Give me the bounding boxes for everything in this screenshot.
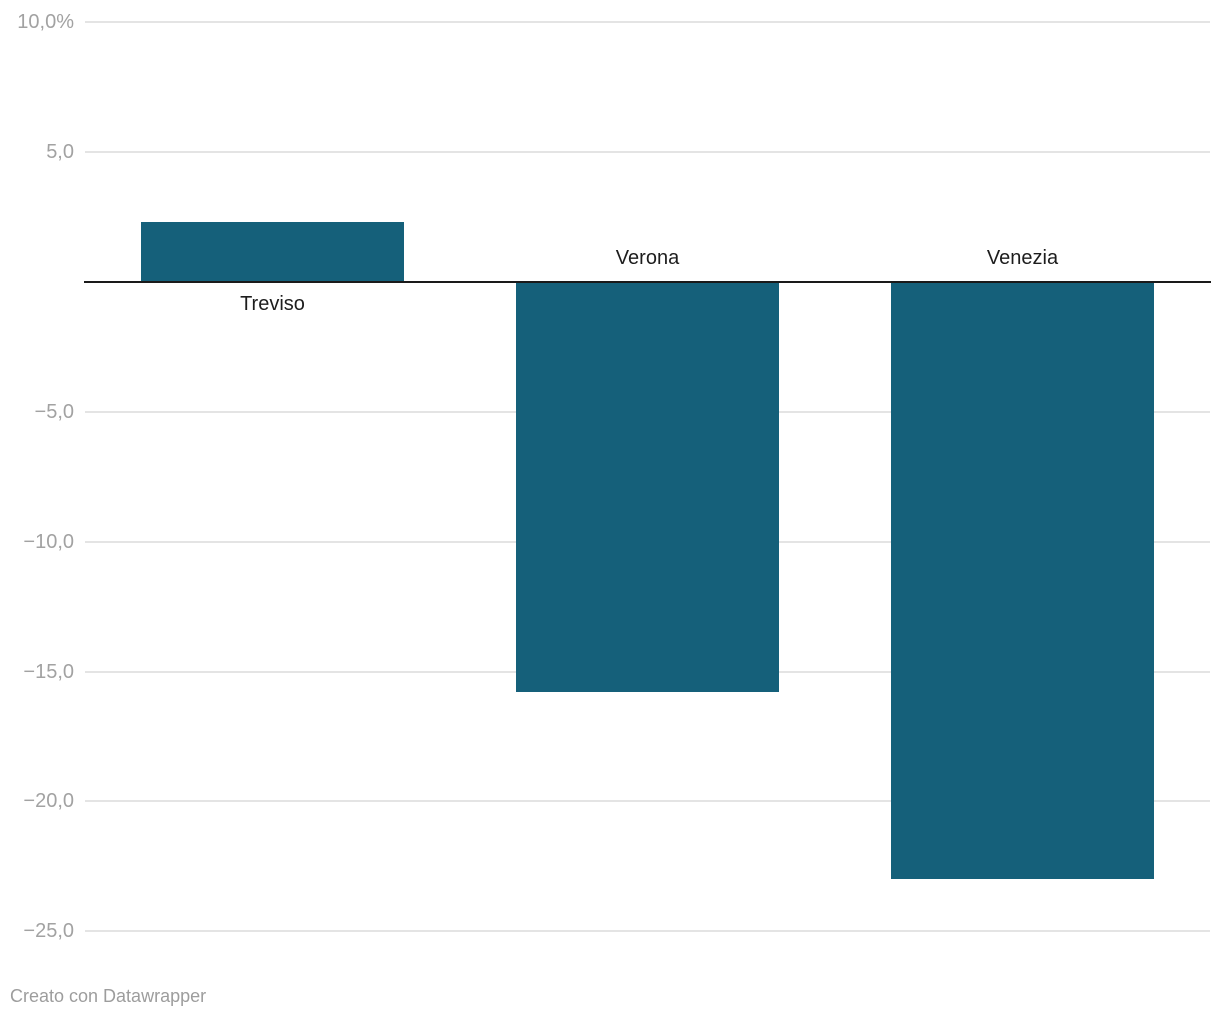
y-axis-tick-label: −15,0 [23, 660, 74, 683]
y-axis-tick-label: −20,0 [23, 790, 74, 813]
category-label-verona: Verona [615, 247, 680, 269]
gridline [85, 930, 1210, 933]
y-axis-tick-label: −25,0 [23, 920, 74, 943]
gridline [85, 151, 1210, 154]
bar-treviso [141, 222, 404, 282]
datawrapper-attribution-link[interactable]: Creato con Datawrapper [10, 986, 207, 1006]
y-axis-tick-label: 10,0% [17, 11, 74, 34]
zero-baseline [84, 280, 1211, 284]
gridline [85, 21, 1210, 24]
category-label-venezia: Venezia [986, 247, 1059, 269]
gridline [85, 800, 1210, 803]
bar-venezia [891, 282, 1154, 880]
y-axis-tick-label: −10,0 [23, 530, 74, 553]
y-axis-tick-label: −5,0 [34, 400, 74, 423]
bar-verona [516, 282, 779, 693]
y-axis-tick-label: 5,0 [46, 141, 74, 164]
category-label-treviso: Treviso [240, 293, 305, 315]
